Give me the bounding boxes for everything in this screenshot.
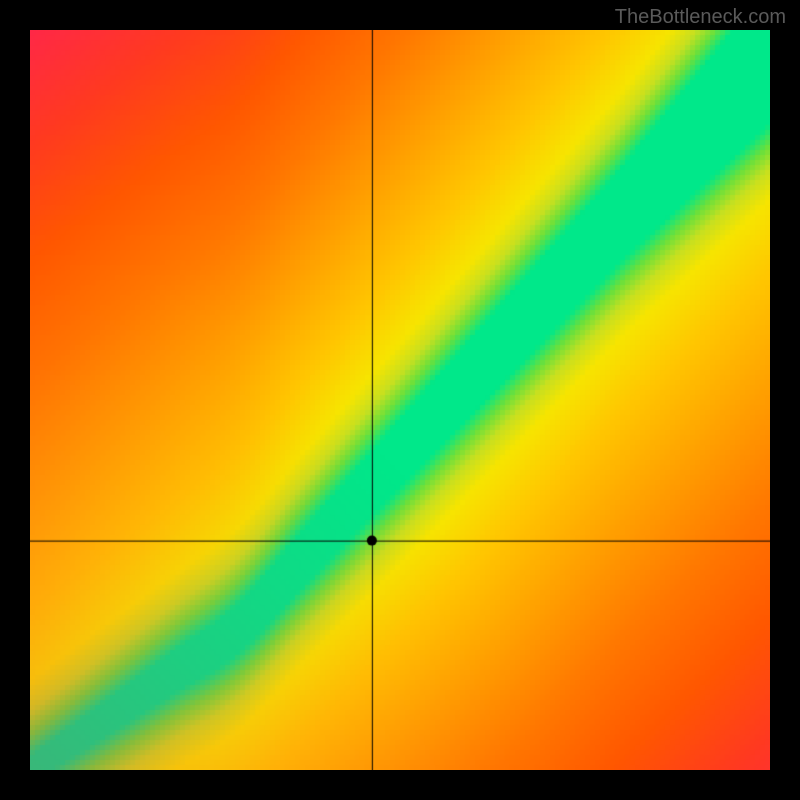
chart-container: TheBottleneck.com bbox=[0, 0, 800, 800]
watermark-text: TheBottleneck.com bbox=[615, 6, 786, 29]
bottleneck-heatmap bbox=[30, 30, 770, 770]
